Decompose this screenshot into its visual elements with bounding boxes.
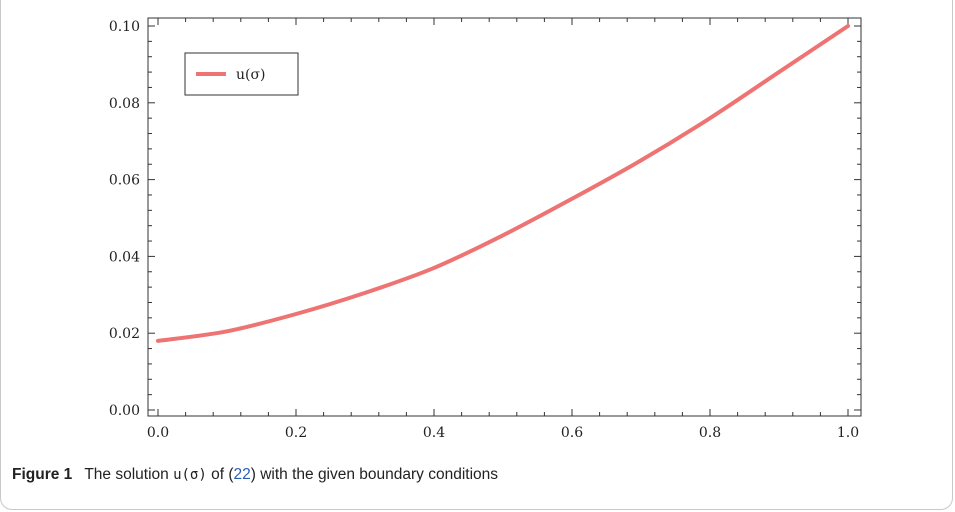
figure-caption: Figure 1 The solution u(σ) of (22) with … [12, 466, 932, 484]
caption-equation-ref[interactable]: 22 [233, 466, 251, 483]
y-tick-label: 0.10 [109, 19, 140, 35]
plot-area [147, 17, 862, 417]
y-tick-label: 0.08 [109, 96, 140, 112]
axis-ticks [148, 18, 861, 416]
x-tick-label: 0.0 [147, 425, 169, 441]
y-tick-label: 0.06 [109, 173, 140, 189]
y-tick-labels: 0.00 0.02 0.04 0.06 0.08 0.10 [109, 19, 140, 419]
y-tick-label: 0.00 [109, 403, 140, 419]
legend-label: u(σ) [236, 67, 266, 83]
caption-text-middle: of ( [206, 466, 234, 483]
x-tick-labels: 0.0 0.2 0.4 0.6 0.8 1.0 [147, 425, 859, 441]
y-tick-label: 0.04 [109, 249, 140, 265]
series-line [156, 24, 850, 343]
series-group [156, 24, 850, 343]
caption-symbol: u(σ) [173, 467, 207, 483]
x-tick-label: 0.8 [699, 425, 721, 441]
x-tick-label: 1.0 [837, 425, 859, 441]
x-tick-label: 0.2 [285, 425, 307, 441]
line-chart: 0.0 0.2 0.4 0.6 0.8 1.0 0.000.020.040.060.080… [109, 17, 862, 441]
x-tick-label: 0.4 [423, 425, 445, 441]
caption-text-after: ) with the given boundary conditions [250, 466, 499, 483]
caption-label: Figure 1 [12, 466, 73, 483]
y-tick-label: 0.02 [109, 326, 140, 342]
caption-text-before: The solution [84, 466, 174, 483]
legend: u(σ) [184, 52, 299, 96]
x-tick-label: 0.6 [561, 425, 583, 441]
